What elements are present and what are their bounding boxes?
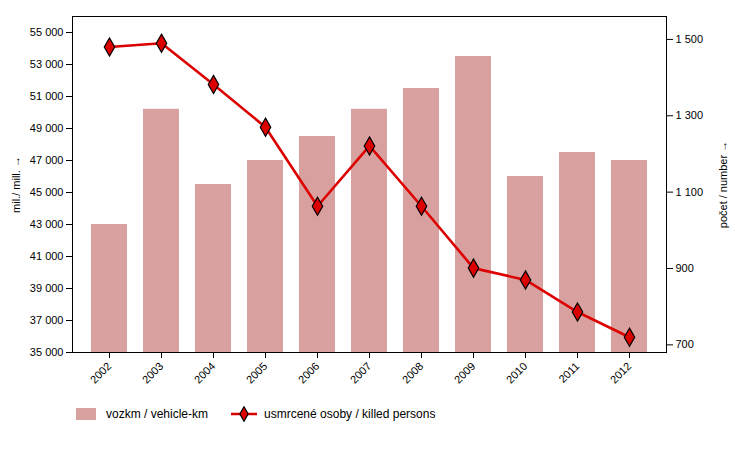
svg-text:2004: 2004 (192, 360, 218, 386)
svg-text:39 000: 39 000 (30, 282, 64, 294)
svg-text:900: 900 (676, 262, 694, 274)
svg-text:2008: 2008 (400, 360, 426, 386)
svg-text:2003: 2003 (140, 360, 166, 386)
svg-text:2007: 2007 (348, 360, 374, 386)
svg-text:mil./ mill. →: mil./ mill. → (10, 156, 22, 213)
svg-text:2009: 2009 (452, 360, 478, 386)
svg-text:47 000: 47 000 (30, 154, 64, 166)
svg-text:53 000: 53 000 (30, 58, 64, 70)
svg-text:2005: 2005 (244, 360, 270, 386)
svg-text:37 000: 37 000 (30, 314, 64, 326)
svg-text:49 000: 49 000 (30, 122, 64, 134)
svg-text:41 000: 41 000 (30, 250, 64, 262)
svg-text:2011: 2011 (556, 360, 581, 385)
html-text:vozkm / vehicle-km: vozkm / vehicle-km (106, 407, 208, 421)
svg-text:1 300: 1 300 (676, 109, 704, 121)
svg-text:2010: 2010 (504, 360, 530, 386)
svg-text:1 100: 1 100 (676, 186, 704, 198)
svg-text:43 000: 43 000 (30, 218, 64, 230)
html-text:usmrcené osoby / killed person: usmrcené osoby / killed persons (264, 407, 436, 421)
svg-text:700: 700 (676, 338, 694, 350)
svg-text:počet / number →: počet / number → (717, 141, 729, 228)
svg-text:55 000: 55 000 (30, 26, 64, 38)
svg-text:1 500: 1 500 (676, 33, 704, 45)
svg-text:51 000: 51 000 (30, 90, 64, 102)
svg-text:2012: 2012 (608, 360, 634, 386)
svg-text:45 000: 45 000 (30, 186, 64, 198)
svg-text:2006: 2006 (296, 360, 322, 386)
svg-text:2002: 2002 (88, 360, 114, 386)
svg-text:35 000: 35 000 (30, 346, 64, 358)
